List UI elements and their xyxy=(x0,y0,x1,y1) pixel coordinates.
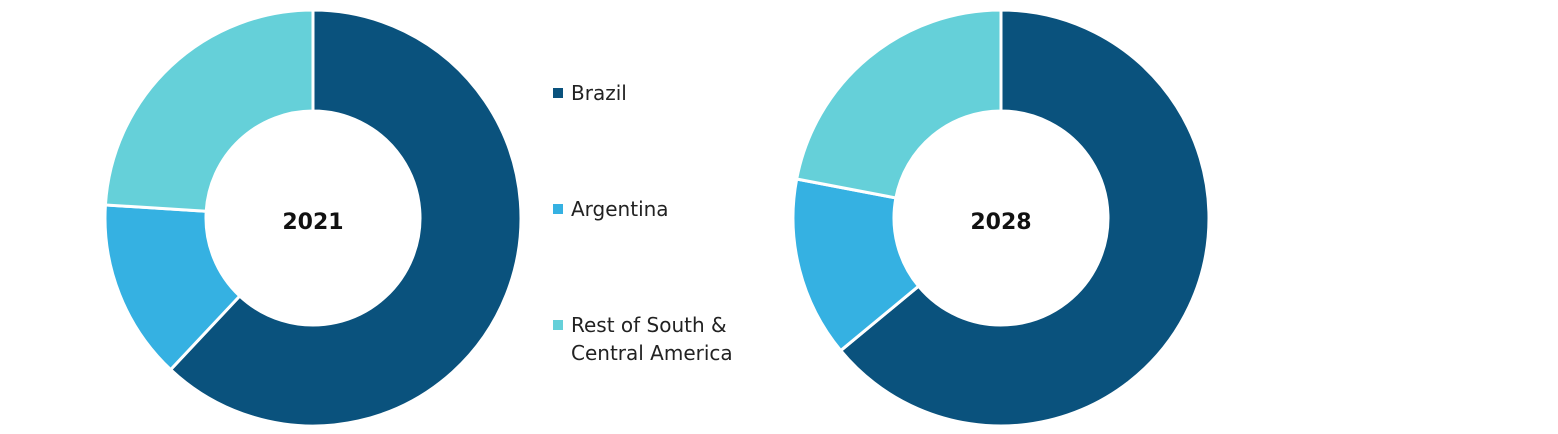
chart-title: 2021 xyxy=(282,210,343,235)
donut-slice xyxy=(794,8,1003,200)
legend-item: Brazil xyxy=(553,79,753,107)
donut-slice xyxy=(103,203,242,372)
chart-title: 2028 xyxy=(970,210,1031,235)
legend-swatch xyxy=(553,88,563,98)
donut-slice xyxy=(791,177,921,353)
legend-label: Rest of South & Central America xyxy=(571,313,733,365)
donut-slice xyxy=(838,8,1211,428)
legend-label: Brazil xyxy=(571,81,627,105)
legend-swatch xyxy=(553,320,563,330)
legend-item: Argentina xyxy=(553,195,753,223)
donut-slice xyxy=(103,8,315,213)
donut-slice xyxy=(168,8,523,428)
legend-swatch xyxy=(553,204,563,214)
legend-label: Argentina xyxy=(571,197,669,221)
legend-item: Rest of South & Central America xyxy=(553,311,753,367)
